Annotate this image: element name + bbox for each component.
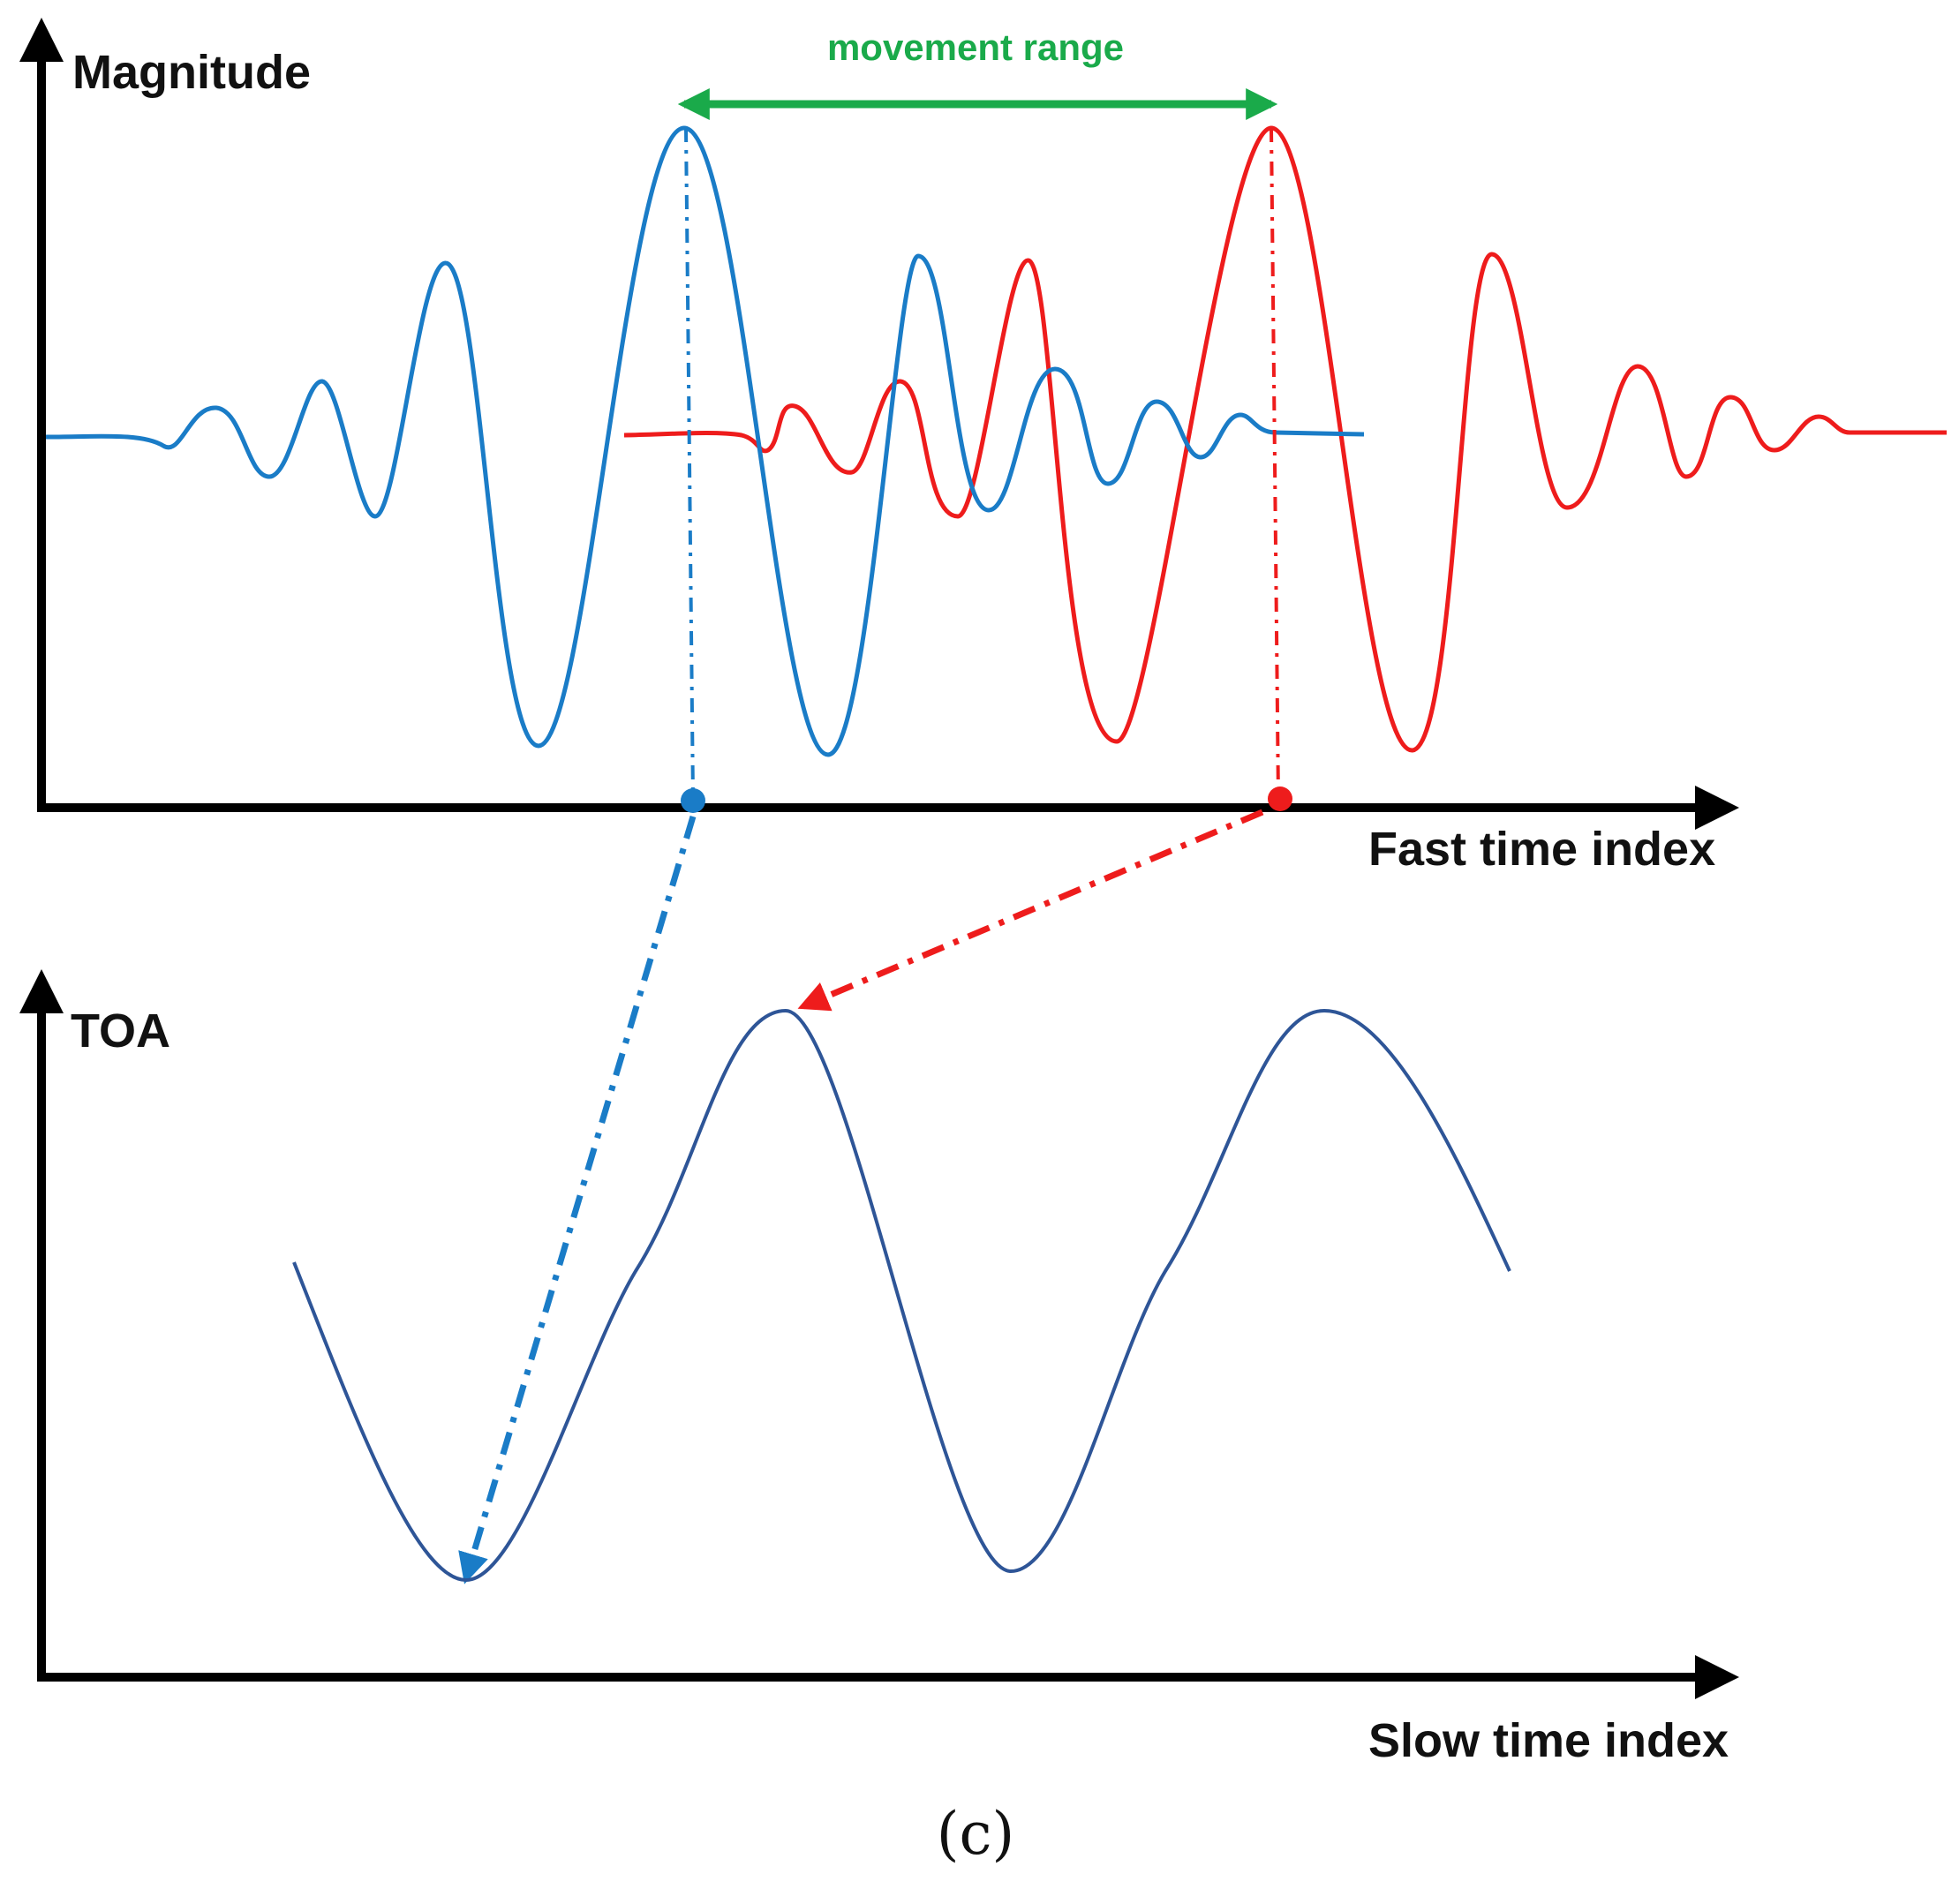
red-peak-projection [1270, 127, 1280, 800]
blue-mapping-arrow [458, 816, 697, 1584]
magnitude-label: Magnitude [72, 46, 311, 99]
red-pulse-waveform [623, 125, 1947, 753]
figure-caption: (c) [937, 1800, 1014, 1868]
blue-peak-projection [684, 127, 695, 800]
toa-label: TOA [71, 1005, 170, 1057]
slow-time-index-label: Slow time index [1368, 1714, 1729, 1767]
red-mapping-arrow [797, 809, 1264, 1012]
toa-curve [292, 1009, 1511, 1582]
fast-time-index-label: Fast time index [1368, 823, 1715, 876]
blue-pulse-waveform [45, 125, 1365, 757]
bottom-plot: TOA Slow time index [19, 969, 1739, 1767]
top-plot: movement range Magnitude Fast time index [19, 18, 1947, 876]
movement-range-label: movement range [827, 26, 1124, 68]
red-peak-marker [1268, 786, 1292, 811]
blue-peak-marker [681, 788, 705, 813]
